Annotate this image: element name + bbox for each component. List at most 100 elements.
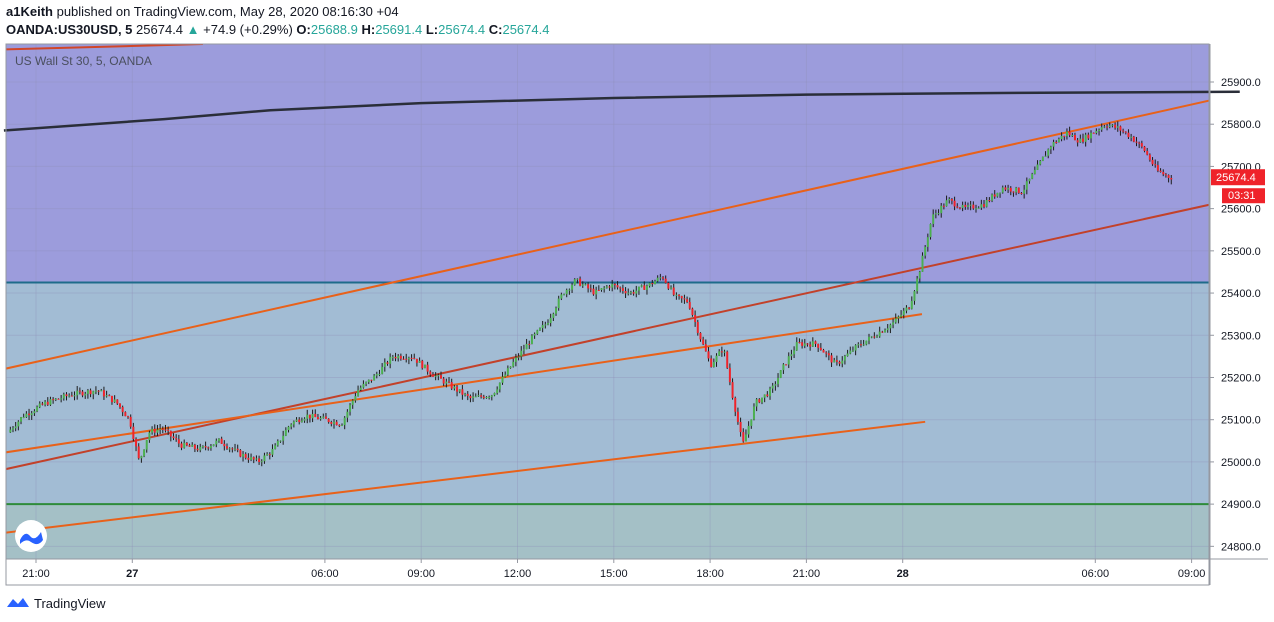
candle: [46, 397, 49, 406]
candle: [900, 310, 903, 319]
trend-line[interactable]: [4, 313, 923, 454]
candle: [1017, 187, 1020, 194]
candle-body: [849, 350, 852, 354]
candle: [458, 389, 461, 394]
candle: [135, 437, 138, 452]
trend-line[interactable]: [4, 198, 1240, 471]
brand-name: TradingView: [34, 595, 106, 611]
candle-body: [712, 362, 715, 367]
candle: [974, 204, 977, 213]
candle-body: [394, 356, 397, 359]
candle-body: [747, 425, 750, 435]
candle-body: [185, 442, 188, 446]
candle: [546, 319, 549, 326]
candle-body: [183, 442, 186, 448]
candle-body: [814, 341, 817, 344]
candle: [1127, 129, 1130, 139]
candle: [881, 330, 884, 333]
candle-body: [300, 420, 303, 423]
candle-body: [488, 396, 491, 398]
moving-average-line[interactable]: [3, 90, 1240, 132]
candle-body: [68, 395, 71, 397]
candle-body: [806, 343, 809, 345]
candle: [702, 336, 705, 346]
candle: [723, 349, 726, 357]
candle-body: [771, 385, 774, 389]
candle-body: [637, 286, 640, 291]
candle-body: [429, 371, 432, 375]
author-name[interactable]: a1Keith: [6, 4, 53, 19]
candle-body: [303, 418, 306, 421]
candle: [1060, 132, 1063, 142]
trend-line[interactable]: [4, 44, 203, 51]
x-tick-label: 09:00: [1178, 568, 1206, 580]
candle-body: [239, 450, 242, 457]
candle-body: [1156, 165, 1159, 171]
candle: [94, 386, 97, 395]
candle: [365, 381, 368, 387]
candle-body: [209, 446, 212, 449]
candle: [782, 363, 785, 374]
candle-body: [335, 421, 338, 426]
candle: [991, 193, 994, 203]
candle-body: [926, 237, 929, 247]
candle-body: [439, 375, 442, 379]
candle: [1012, 191, 1015, 197]
candle-body: [726, 351, 729, 368]
footer-brand[interactable]: TradingView: [6, 595, 106, 611]
candle-body: [423, 364, 426, 369]
candle: [1025, 177, 1028, 195]
candle-body: [937, 213, 940, 215]
candle-body: [643, 285, 646, 290]
candle-body: [456, 386, 459, 392]
candle: [876, 334, 879, 338]
candle: [306, 409, 309, 424]
candle: [913, 290, 916, 305]
candle-body: [44, 401, 47, 405]
candle-body: [522, 349, 525, 351]
candle: [718, 349, 721, 357]
candle-body: [910, 300, 913, 309]
high-value: 25691.4: [375, 22, 423, 37]
candle: [699, 332, 702, 342]
candle-body: [17, 421, 20, 427]
candle: [127, 415, 130, 419]
candle-body: [846, 353, 849, 357]
candle: [335, 419, 338, 426]
tradingview-watermark-icon[interactable]: [15, 520, 47, 552]
candle: [472, 392, 475, 402]
candle-body: [78, 390, 81, 392]
candle: [696, 319, 699, 336]
x-tick-label: 27: [126, 568, 138, 580]
candle-body: [777, 377, 780, 385]
candle-body: [1170, 177, 1173, 180]
candle: [760, 397, 763, 405]
candle: [1119, 125, 1122, 136]
candle: [766, 391, 769, 398]
candle: [466, 391, 469, 401]
candle: [726, 350, 729, 370]
candle-body: [201, 446, 204, 448]
candle-body: [431, 374, 434, 377]
candle: [28, 408, 31, 421]
candle-body: [886, 328, 889, 331]
candle: [859, 340, 862, 348]
candle-body: [686, 299, 689, 303]
candle: [169, 430, 172, 442]
candle: [1020, 192, 1023, 195]
candle: [937, 209, 940, 216]
countdown-label: 03:31: [1228, 190, 1256, 202]
symbol-name[interactable]: OANDA:US30USD, 5: [6, 22, 133, 37]
candle: [710, 355, 713, 368]
y-tick-label: 25500.0: [1221, 246, 1261, 258]
candle-body: [624, 291, 627, 294]
candle-body: [635, 290, 638, 294]
candle: [525, 338, 528, 350]
trend-line[interactable]: [4, 420, 926, 534]
trend-line[interactable]: [4, 94, 1240, 370]
y-tick-label: 24900.0: [1221, 499, 1261, 511]
candle: [271, 444, 274, 458]
candle-body: [1090, 132, 1093, 139]
candle: [557, 295, 560, 311]
